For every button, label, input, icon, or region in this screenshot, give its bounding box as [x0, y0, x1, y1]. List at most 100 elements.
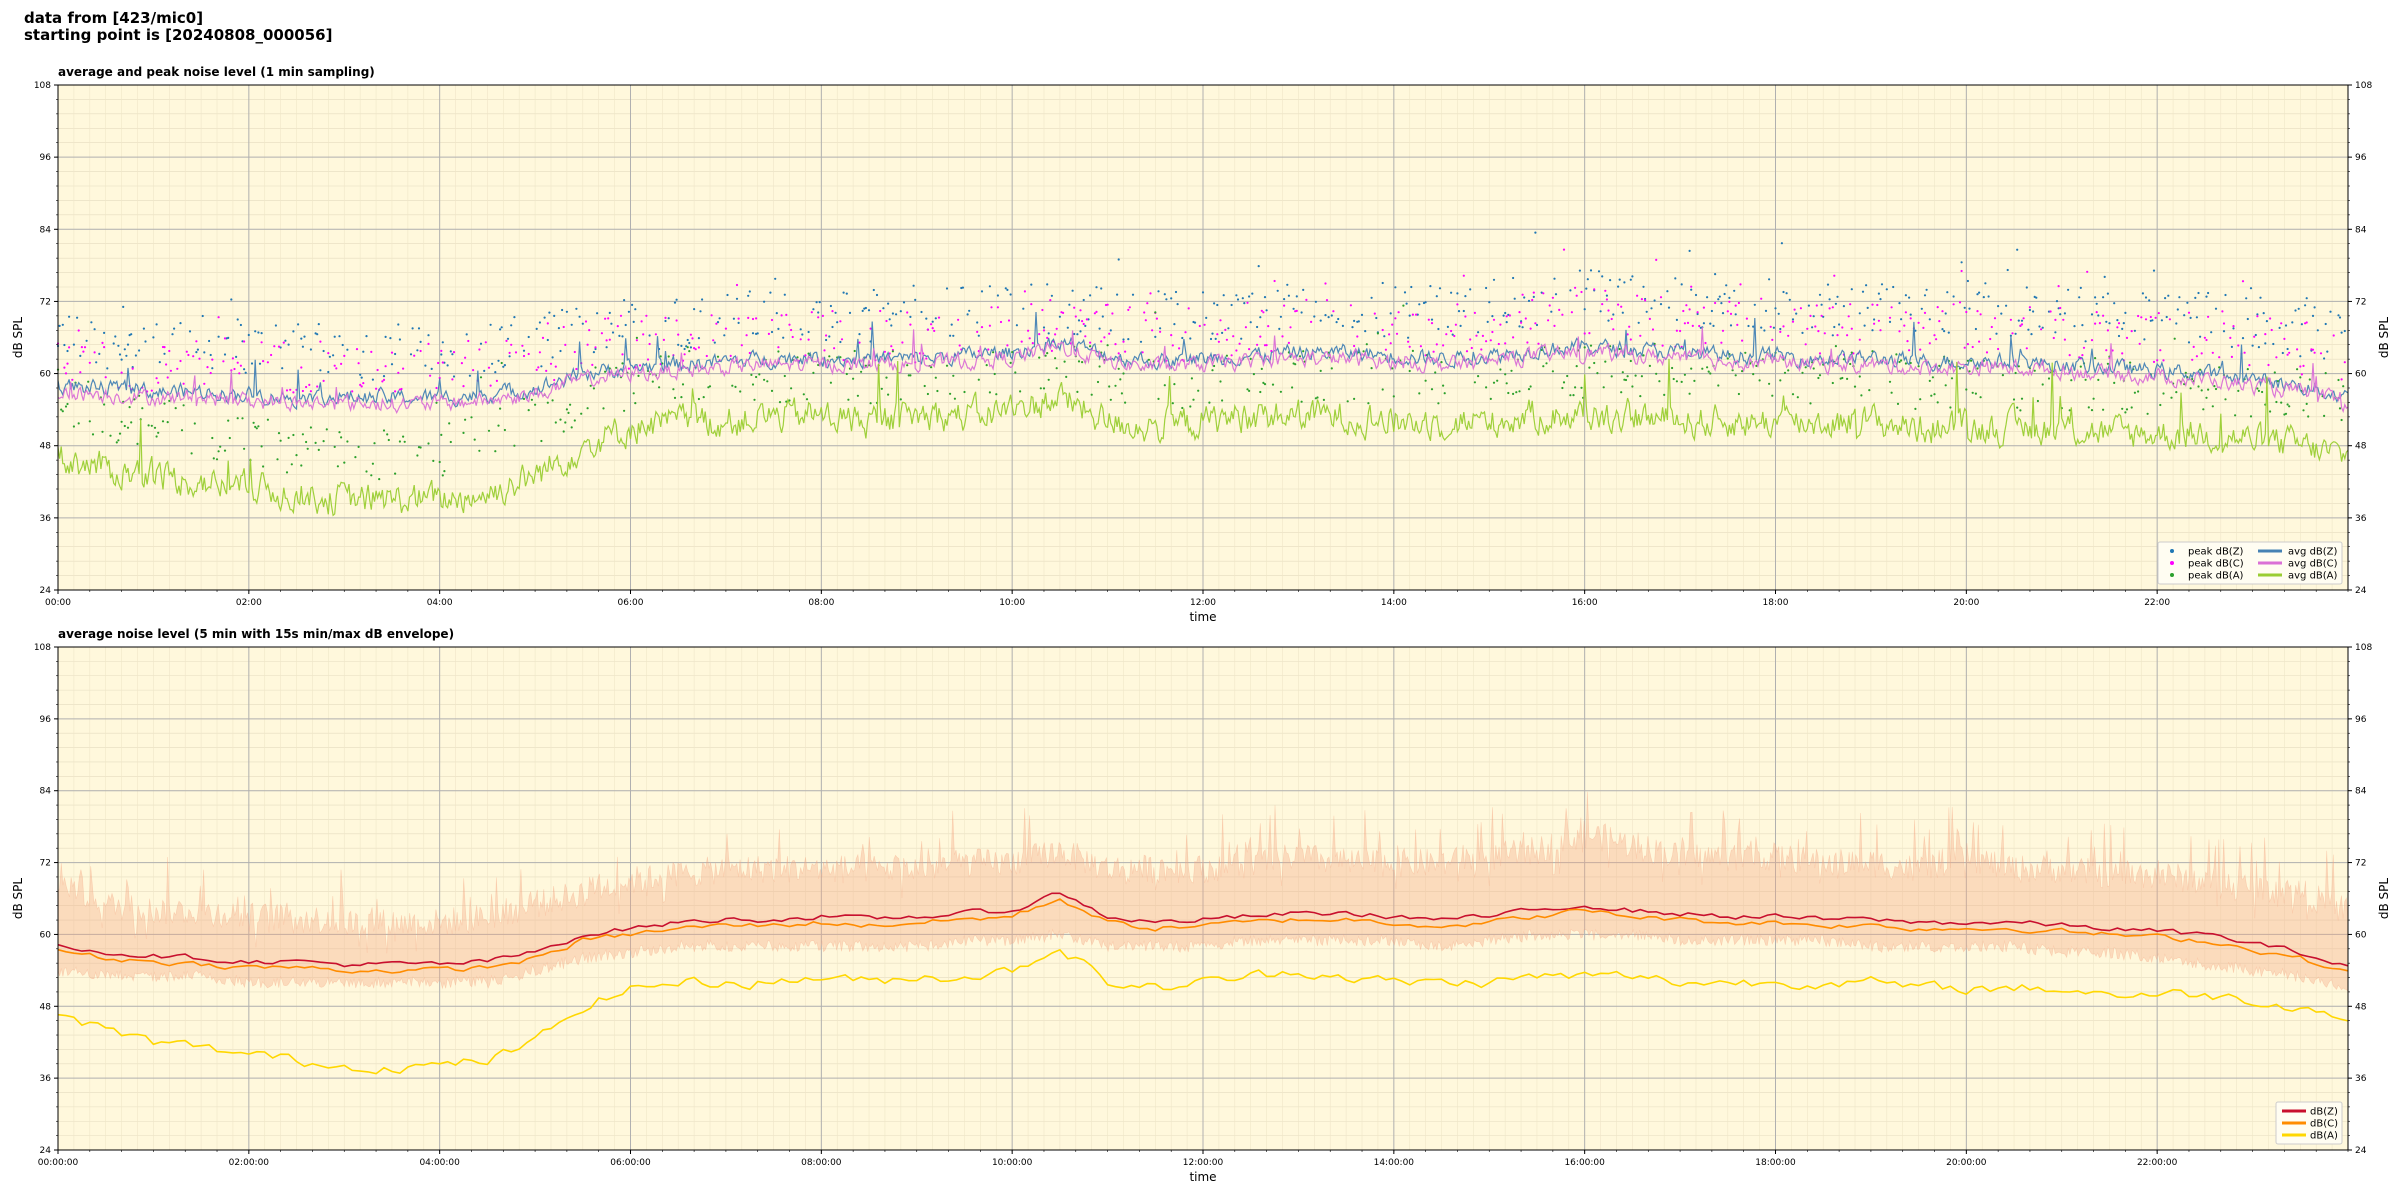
peak-point: [2090, 339, 2094, 342]
peak-point: [305, 385, 308, 389]
peak-point: [570, 426, 573, 429]
peak-point: [2001, 374, 2004, 377]
peak-point: [2275, 356, 2278, 359]
peak-point: [2192, 345, 2195, 348]
peak-point: [1747, 324, 1750, 328]
peak-point: [1122, 372, 1125, 375]
peak-point: [131, 367, 134, 370]
peak-point: [1120, 392, 1123, 395]
peak-point: [270, 353, 273, 357]
peak-point: [462, 385, 465, 388]
peak-point: [782, 336, 785, 339]
peak-point: [309, 390, 312, 393]
legend-box: [2157, 541, 2343, 585]
peak-point: [1783, 371, 1787, 374]
peak-point: [1294, 363, 1297, 366]
peak-point: [93, 328, 96, 331]
peak-point: [770, 389, 774, 392]
peak-point: [2078, 296, 2081, 299]
peak-point: [163, 352, 166, 355]
peak-point: [1877, 319, 1880, 322]
peak-point: [2059, 306, 2062, 310]
peak-point: [502, 365, 505, 368]
peak-point: [1952, 303, 1955, 306]
peak-point: [987, 348, 990, 351]
peak-point: [236, 417, 239, 420]
peak-point: [435, 401, 438, 404]
peak-point: [1728, 300, 1731, 303]
peak-point: [2028, 308, 2031, 312]
peak-point: [1593, 288, 1596, 291]
peak-point: [2197, 385, 2200, 388]
peak-point: [190, 452, 193, 455]
peak-point: [1492, 381, 1496, 384]
peak-point: [150, 389, 153, 392]
peak-point: [1111, 312, 1114, 315]
peak-point: [825, 334, 828, 337]
peak-point: [1496, 379, 1499, 382]
peak-point: [1782, 325, 1785, 328]
peak-point: [1970, 359, 1973, 362]
peak-point: [645, 314, 648, 317]
peak-point: [1109, 398, 1112, 401]
peak-point: [829, 381, 833, 384]
peak-point: [101, 341, 104, 344]
peak-point: [737, 321, 740, 324]
peak-point: [499, 407, 502, 410]
peak-point: [317, 448, 320, 451]
peak-point: [607, 317, 610, 320]
peak-point: [1841, 376, 1844, 380]
peak-point: [1982, 296, 1985, 299]
peak-point: [2205, 295, 2208, 298]
peak-point: [1634, 374, 1637, 377]
peak-point: [869, 402, 872, 405]
peak-point: [427, 342, 430, 345]
peak-point: [763, 378, 766, 381]
peak-point: [1704, 341, 1707, 345]
peak-point: [1535, 323, 1539, 327]
peak-point: [1225, 354, 1228, 357]
peak-point: [2106, 329, 2109, 332]
peak-point: [1394, 286, 1397, 289]
peak-point: [1917, 365, 1920, 368]
peak-point: [1443, 392, 1446, 395]
peak-point: [976, 321, 979, 324]
peak-point: [882, 307, 885, 310]
peak-point: [79, 354, 82, 357]
peak-point: [562, 325, 565, 329]
peak-point: [724, 327, 728, 330]
peak-point: [104, 376, 107, 379]
peak-point: [1147, 358, 1150, 361]
peak-point: [1066, 326, 1069, 329]
peak-point: [1488, 301, 1491, 304]
peak-point: [995, 393, 998, 396]
peak-point: [836, 321, 839, 324]
series-avg-db-c-: [57, 327, 2349, 414]
peak-point: [1155, 317, 1158, 320]
peak-point: [2340, 331, 2343, 334]
peak-point: [1925, 288, 1928, 291]
peak-point: [1262, 381, 1265, 384]
peak-point: [817, 311, 820, 314]
peak-point: [1551, 370, 1554, 373]
peak-point: [1106, 303, 1109, 306]
peak-point: [1888, 380, 1892, 383]
peak-point: [1760, 297, 1763, 300]
peak-point: [1621, 371, 1624, 374]
peak-point: [1987, 295, 1990, 298]
peak-point: [573, 350, 576, 354]
peak-point: [1248, 348, 1251, 351]
peak-point: [1096, 380, 1100, 384]
peak-point: [1346, 400, 1349, 403]
peak-point: [923, 384, 926, 388]
series-line: [57, 358, 2349, 517]
peak-point: [1548, 304, 1551, 307]
peak-point: [545, 369, 548, 372]
peak-point: [1589, 344, 1593, 347]
peak-point: [1216, 303, 1219, 307]
peak-point: [179, 359, 182, 363]
peak-point: [1768, 382, 1771, 385]
peak-point: [2137, 390, 2140, 393]
peak-point: [506, 337, 510, 340]
peak-point: [554, 421, 557, 424]
